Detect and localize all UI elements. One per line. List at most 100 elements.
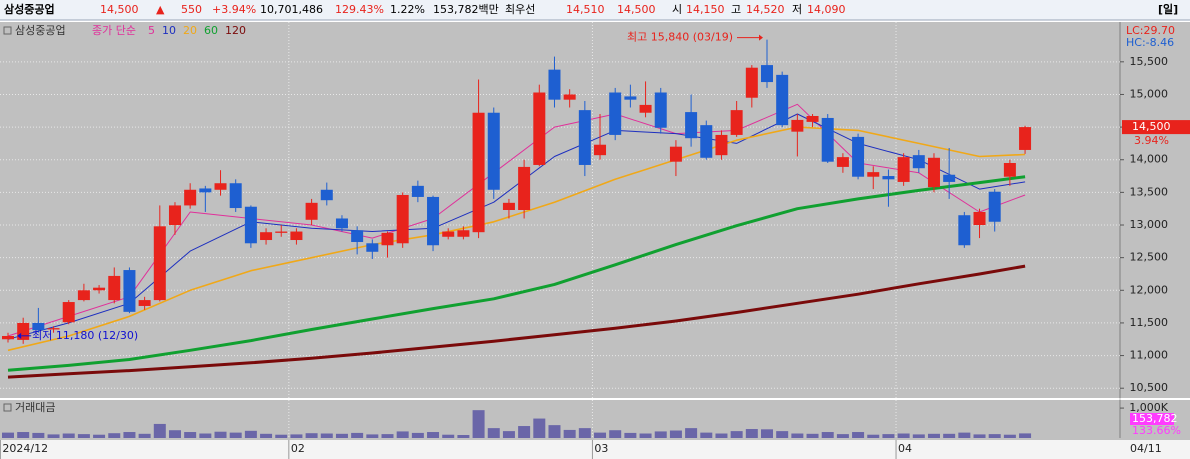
annotation: 최저 11,180 (12/30) — [32, 329, 138, 342]
candle-body — [745, 67, 758, 98]
candle-body — [396, 194, 409, 244]
candle-body — [2, 335, 14, 340]
x-tick-label: 02 — [291, 442, 305, 455]
volume-bar — [199, 433, 212, 438]
x-axis-band — [0, 440, 1190, 459]
volume-bar — [867, 434, 880, 438]
volume-bar — [1019, 433, 1032, 438]
legend-box[interactable] — [3, 26, 12, 35]
volume: 10,701,486 — [260, 3, 323, 16]
volume-bar — [290, 434, 303, 438]
high-label: 고 — [731, 3, 741, 16]
volume-panel — [0, 400, 1190, 438]
candle-body — [685, 112, 698, 139]
y-tick-label: 15,500 — [1130, 55, 1169, 68]
candle-body — [897, 157, 910, 182]
candle-body — [988, 191, 1001, 222]
volume-bar — [715, 433, 728, 438]
candle-body — [730, 110, 743, 135]
volume-bar — [320, 433, 333, 438]
open: 14,150 — [686, 3, 725, 16]
volume-bar — [1003, 434, 1016, 438]
candle-body — [184, 189, 197, 206]
y-tick-label: 12,000 — [1130, 283, 1169, 296]
high: 14,520 — [746, 3, 785, 16]
volume-bar — [427, 432, 440, 438]
volume-bar — [351, 432, 364, 438]
candle-body — [153, 226, 166, 301]
candle-body — [624, 96, 637, 100]
volume-bar — [442, 434, 455, 438]
header-bar — [0, 0, 1190, 20]
volume-bar — [776, 431, 789, 438]
candle-body — [305, 202, 318, 220]
annotation-arrowhead — [17, 332, 22, 339]
volume-bar — [138, 433, 151, 438]
volume-bar — [518, 426, 531, 438]
candle-body — [411, 185, 424, 197]
volume-bar — [396, 431, 409, 438]
volume-bar — [335, 433, 348, 438]
candle-body — [821, 117, 834, 162]
y-tick-label: 12,500 — [1130, 251, 1169, 264]
candle-body — [958, 215, 971, 246]
volume-bar — [958, 432, 971, 438]
x-tick-label: 03 — [594, 442, 608, 455]
legend-entry: 5 — [148, 24, 155, 37]
candle-body — [229, 183, 242, 209]
volume-bar — [214, 431, 227, 438]
volume-bar — [168, 430, 181, 438]
volume-bar — [108, 433, 121, 438]
volume-bar — [153, 423, 166, 438]
candle-body — [487, 112, 500, 190]
volume-bar — [457, 435, 470, 438]
candle-body — [502, 202, 515, 210]
bid: 14,500 — [617, 3, 656, 16]
ask: 14,510 — [566, 3, 605, 16]
candle-body — [578, 110, 591, 165]
candle-body — [199, 188, 212, 193]
candle-body — [836, 157, 849, 167]
candle-body — [943, 174, 956, 182]
indicator: HC:-8.46 — [1126, 36, 1174, 49]
volume-title: 거래대금 — [15, 401, 55, 414]
period[interactable]: [일] — [1158, 2, 1178, 16]
candle-body — [1019, 127, 1032, 150]
legend-entry: 60 — [204, 24, 218, 37]
y-tick-label: 15,000 — [1130, 87, 1169, 100]
volume-bar — [366, 434, 379, 438]
candle-body — [715, 134, 728, 156]
candle-body — [594, 144, 607, 156]
candle-body — [335, 218, 348, 229]
legend-entry: 20 — [183, 24, 197, 37]
candle-body — [108, 275, 121, 301]
volume-bar — [973, 434, 986, 438]
candle-body — [168, 205, 181, 226]
change-pct: +3.94% — [212, 3, 256, 16]
volume-bar — [943, 433, 956, 438]
x-tick-label: 04 — [898, 442, 912, 455]
volume-bar — [93, 434, 106, 438]
candle-body — [320, 189, 333, 201]
volume-bar — [229, 432, 242, 438]
y-tick-label: 14,000 — [1130, 153, 1169, 166]
legend-entry: 10 — [162, 24, 176, 37]
volume-bar — [275, 434, 288, 438]
legend-box[interactable] — [3, 403, 12, 412]
volume-bar — [988, 434, 1001, 438]
volume-bar — [472, 410, 485, 438]
candle-body — [533, 92, 546, 165]
y-tick-label: 1,000K — [1129, 401, 1168, 414]
stock-name: 삼성중공업 — [4, 2, 55, 16]
price: 14,500 — [100, 3, 139, 16]
candle-body — [123, 270, 136, 312]
candle-body — [77, 290, 90, 301]
moving-average — [7, 175, 1026, 372]
volume-bar — [260, 433, 273, 438]
candle-body — [138, 300, 151, 306]
volume-bar — [654, 431, 667, 438]
candle-body — [351, 230, 364, 242]
candle-body — [882, 176, 895, 180]
y-tick-label: 10,500 — [1130, 381, 1169, 394]
